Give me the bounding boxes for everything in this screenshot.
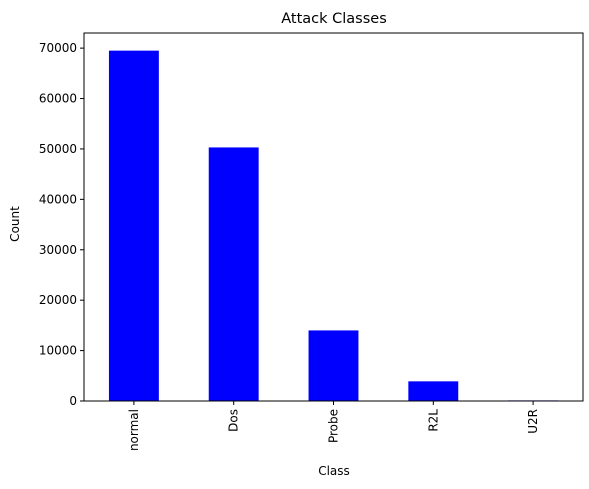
bar-r2l (408, 381, 459, 401)
x-tick-label: U2R (526, 409, 540, 434)
y-tick-label: 30000 (39, 243, 77, 257)
x-tick-label: normal (127, 409, 141, 451)
x-axis-label: Class (318, 464, 350, 478)
bar-normal (108, 50, 159, 401)
y-tick-label: 10000 (39, 344, 77, 358)
plot-frame (83, 32, 584, 402)
bar-dos (208, 147, 259, 401)
y-tick-label: 60000 (39, 92, 77, 106)
bar-probe (308, 330, 359, 401)
y-tick-label: 50000 (39, 142, 77, 156)
y-tick-label: 40000 (39, 192, 77, 206)
x-tick-label: Probe (327, 409, 341, 443)
x-tick-label: R2L (426, 409, 440, 432)
plot-area: 0 10000 20000 30000 40000 50000 60000 70000 norm… (39, 32, 584, 451)
x-tick-label: Dos (227, 409, 241, 432)
y-axis-label: Count (8, 206, 22, 242)
y-tick-label: 70000 (39, 41, 77, 55)
y-tick-label: 0 (69, 394, 77, 408)
y-tick-label: 20000 (39, 293, 77, 307)
chart-title: Attack Classes (281, 11, 387, 27)
